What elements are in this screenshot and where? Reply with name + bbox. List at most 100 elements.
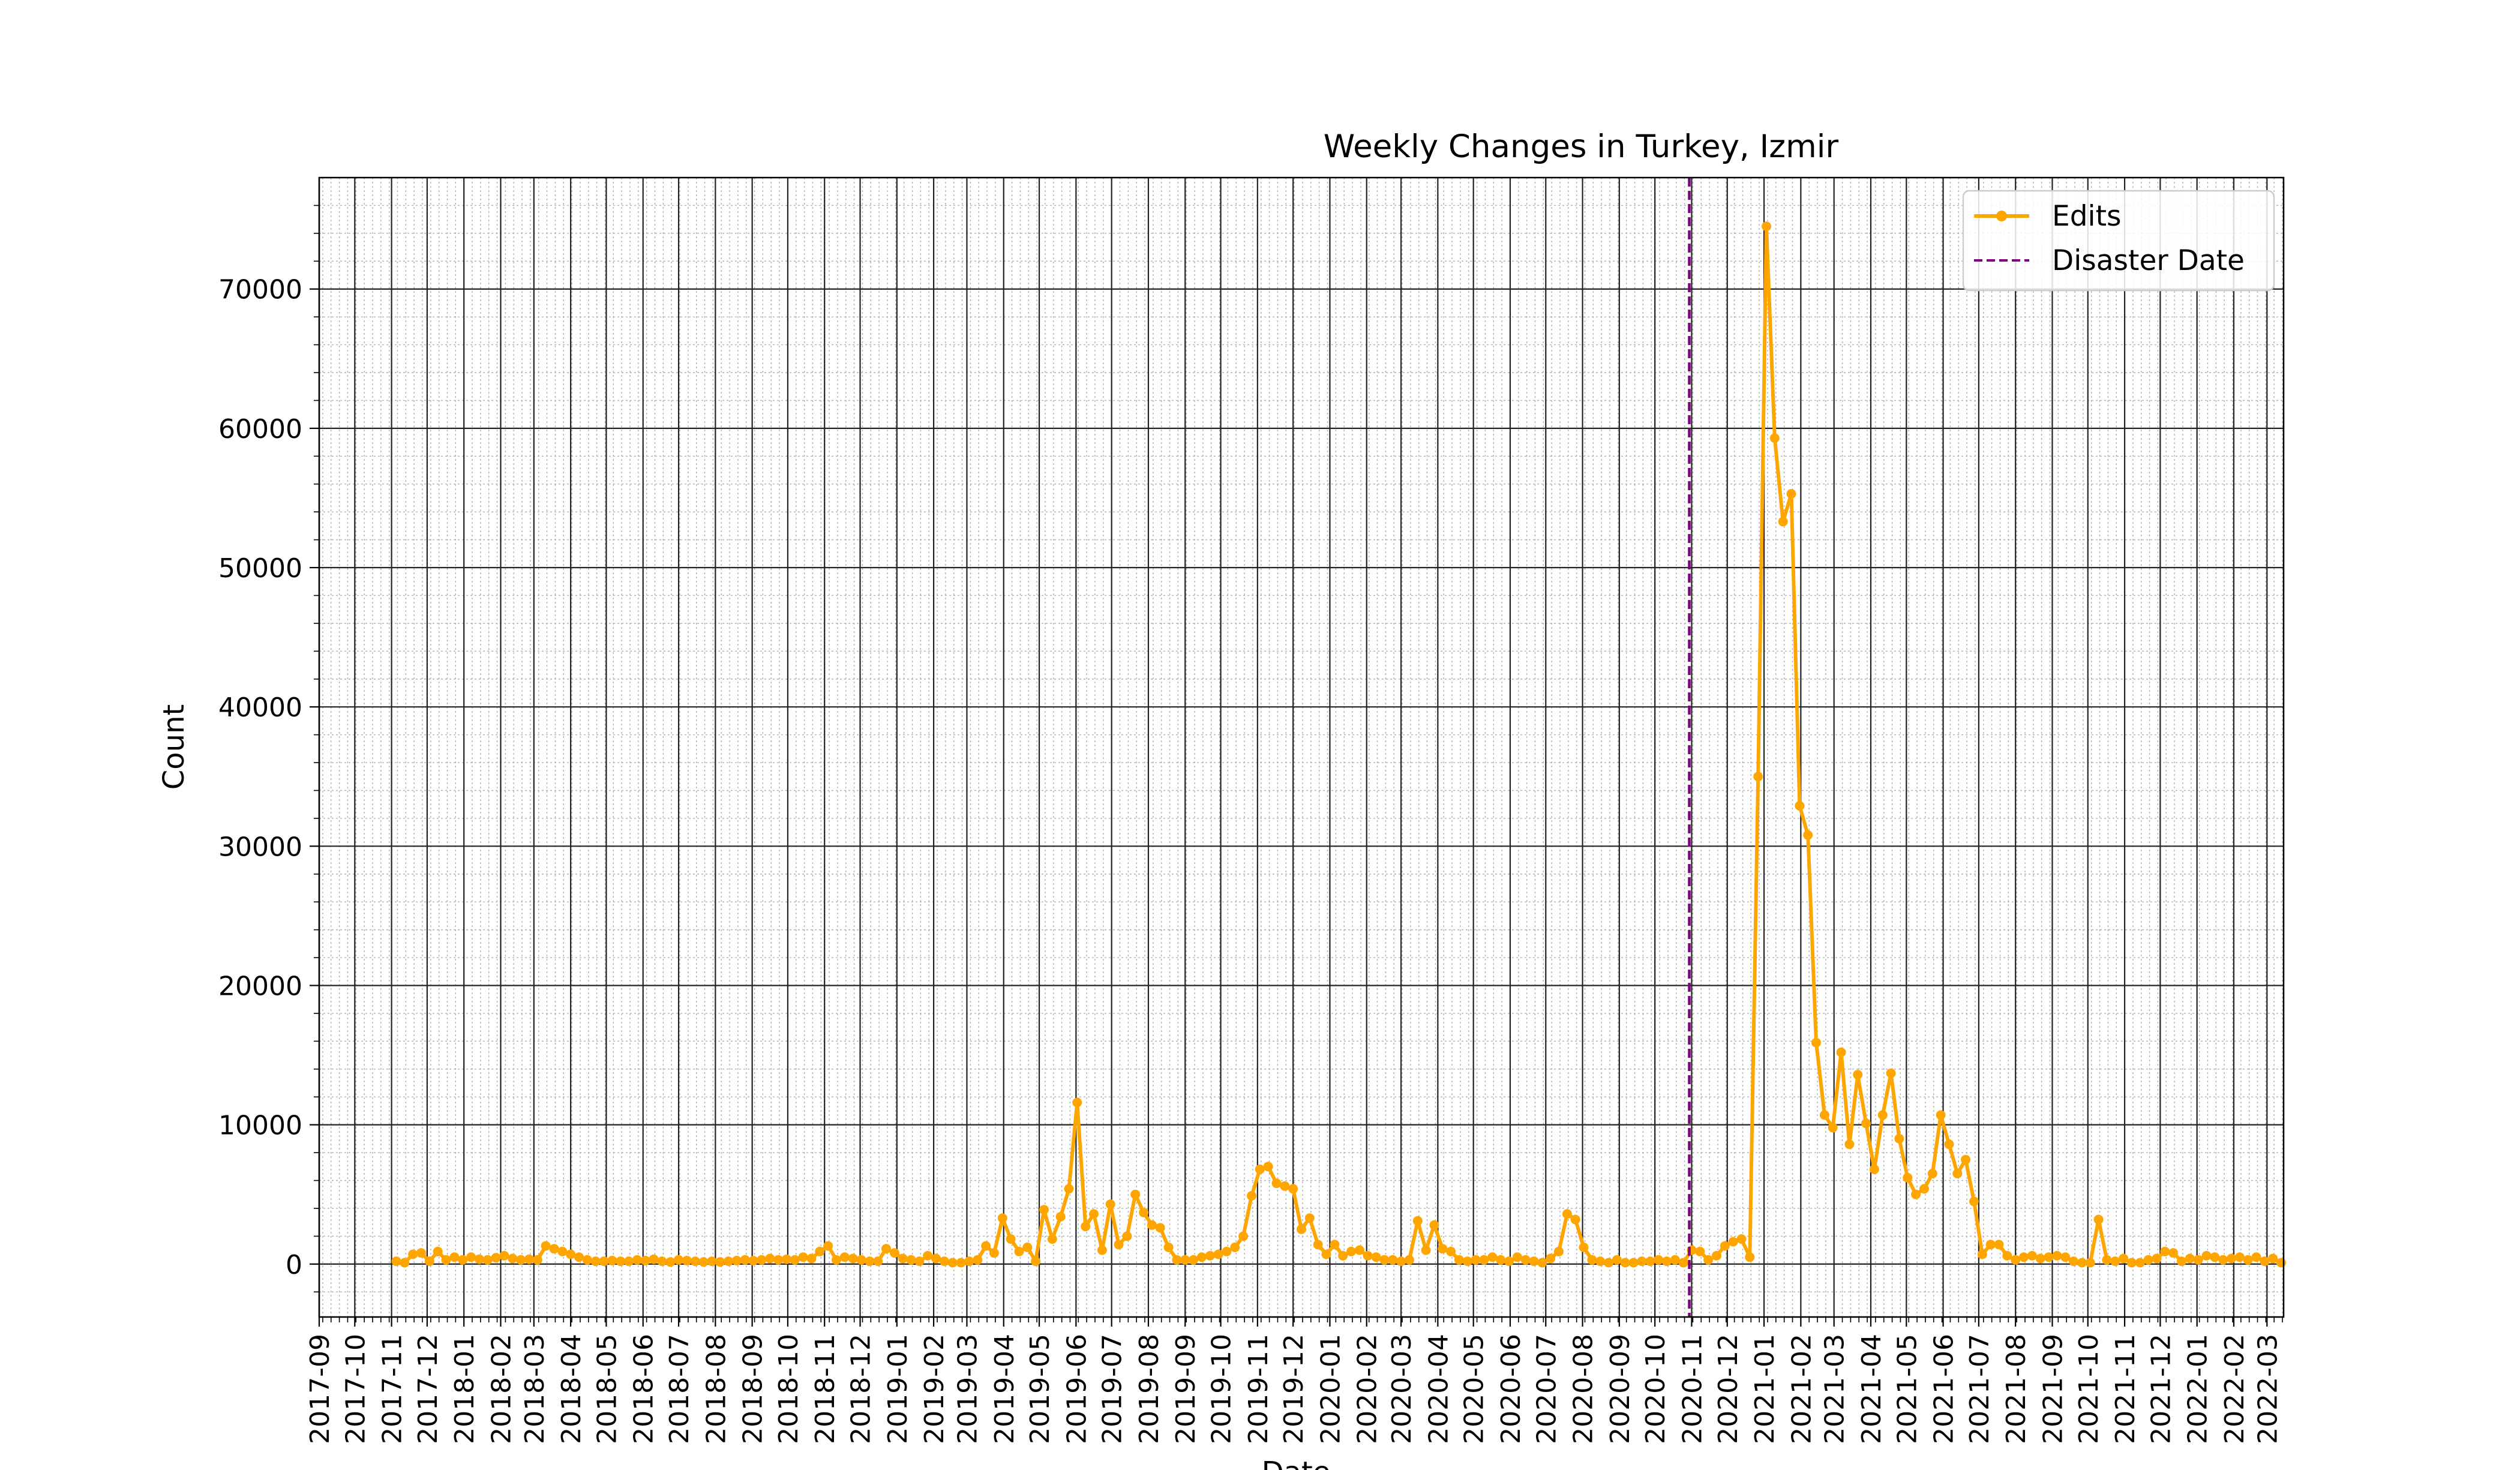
x-tick-label: 2021-08 <box>2001 1334 2032 1444</box>
edits-data-point <box>1869 1164 1879 1174</box>
edits-data-point <box>1438 1244 1448 1254</box>
x-tick-label: 2020-09 <box>1605 1334 1636 1444</box>
y-axis-title: Count <box>157 704 191 790</box>
edits-data-point <box>1338 1250 1348 1261</box>
edits-data-point <box>1230 1242 1240 1252</box>
edits-data-point <box>1454 1255 1464 1265</box>
x-tick-label: 2019-10 <box>1207 1334 1237 1444</box>
x-tick-label: 2018-11 <box>810 1334 841 1444</box>
edits-data-point <box>2218 1255 2228 1265</box>
y-tick-label: 30000 <box>218 832 302 862</box>
edits-data-point <box>1163 1242 1174 1252</box>
edits-data-point <box>1122 1231 1132 1241</box>
edits-data-point <box>748 1256 758 1265</box>
edits-data-point <box>1919 1184 1929 1194</box>
edits-data-point <box>832 1255 841 1265</box>
edits-data-point <box>2085 1258 2095 1268</box>
legend-edits-label: Edits <box>2052 200 2122 233</box>
x-tick-label: 2020-07 <box>1531 1334 1562 1444</box>
edits-data-point <box>2019 1252 2029 1262</box>
x-tick-label: 2020-01 <box>1315 1334 1346 1444</box>
x-tick-label: 2019-12 <box>1279 1334 1309 1444</box>
edits-data-point <box>1994 1240 2004 1250</box>
edits-data-point <box>947 1258 958 1268</box>
edits-data-point <box>2193 1255 2203 1265</box>
edits-data-point <box>740 1255 750 1265</box>
x-tick-label: 2021-07 <box>1964 1334 1995 1444</box>
edits-data-point <box>400 1258 410 1268</box>
edits-data-point <box>416 1248 426 1258</box>
legend-disaster-label: Disaster Date <box>2052 244 2245 277</box>
edits-data-point <box>549 1244 559 1254</box>
edits-data-point <box>458 1255 468 1265</box>
edits-data-point <box>1886 1068 1896 1078</box>
x-tick-label: 2021-02 <box>1786 1334 1817 1444</box>
edits-data-point <box>499 1250 509 1261</box>
edits-data-point <box>1172 1255 1182 1265</box>
edits-data-point <box>1189 1255 1199 1265</box>
edits-data-point <box>1745 1252 1755 1262</box>
x-tick-label: 2018-08 <box>701 1334 731 1444</box>
edits-data-point <box>433 1246 443 1256</box>
edits-data-point <box>1446 1246 1456 1256</box>
edits-data-point <box>889 1248 899 1258</box>
x-tick-label: 2019-08 <box>1134 1334 1165 1444</box>
edits-data-point <box>1471 1255 1481 1265</box>
edits-data-point <box>640 1256 650 1265</box>
x-tick-label: 2019-05 <box>1025 1334 1055 1444</box>
edits-data-point <box>765 1253 775 1264</box>
edits-data-point <box>1346 1246 1356 1256</box>
edits-data-point <box>674 1255 683 1265</box>
edits-data-point <box>1097 1245 1107 1255</box>
edits-data-point <box>690 1256 700 1267</box>
edits-data-point <box>1039 1205 1049 1215</box>
edits-data-point <box>1927 1168 1937 1178</box>
edits-data-point <box>1155 1223 1165 1233</box>
edits-data-point <box>2160 1246 2170 1256</box>
series-layer <box>391 221 2286 1268</box>
edits-data-point <box>906 1255 916 1265</box>
x-tick-label: 2020-12 <box>1713 1334 1744 1444</box>
edits-data-point <box>2011 1255 2021 1265</box>
edits-data-point <box>1985 1240 1996 1250</box>
edits-data-point <box>2268 1253 2278 1264</box>
edits-data-point <box>541 1241 551 1251</box>
edits-data-point <box>1404 1255 1414 1265</box>
edits-data-point <box>1512 1252 1522 1262</box>
edits-data-point <box>1081 1222 1091 1232</box>
edits-data-point <box>1105 1199 1115 1209</box>
edits-data-point <box>1055 1211 1066 1222</box>
x-tick-label: 2022-03 <box>2252 1334 2283 1444</box>
edits-data-point <box>1786 489 1796 499</box>
x-tick-label: 2018-06 <box>629 1334 659 1444</box>
edits-data-point <box>1661 1256 1672 1267</box>
edits-data-point <box>1520 1255 1531 1265</box>
edits-data-point <box>757 1255 767 1265</box>
edits-data-point <box>1969 1196 1979 1207</box>
edits-data-point <box>1139 1207 1149 1217</box>
edits-data-point <box>1579 1242 1589 1252</box>
edits-data-point <box>2093 1214 2104 1225</box>
x-tick-label: 2018-12 <box>846 1334 877 1444</box>
edits-data-point <box>665 1257 676 1267</box>
edits-data-point <box>1089 1209 1099 1219</box>
edits-data-point <box>2185 1253 2195 1264</box>
edits-data-point <box>1811 1037 1821 1048</box>
edits-data-point <box>1695 1246 1705 1256</box>
edits-data-point <box>474 1254 484 1264</box>
edits-data-point <box>449 1252 460 1262</box>
edits-data-point <box>2177 1256 2186 1267</box>
edits-data-point <box>2052 1250 2062 1261</box>
edits-data-point <box>1537 1258 1547 1268</box>
edits-data-point <box>2035 1253 2045 1264</box>
edits-data-point <box>557 1246 568 1256</box>
edits-data-point <box>1952 1168 1963 1178</box>
x-tick-label: 2017-11 <box>377 1334 408 1444</box>
x-tick-label: 2019-06 <box>1061 1334 1092 1444</box>
edits-data-point <box>798 1252 808 1262</box>
edits-data-point <box>1072 1097 1082 1108</box>
edits-data-point <box>881 1244 891 1254</box>
edits-data-point <box>1936 1110 1946 1120</box>
edits-data-point <box>1554 1246 1564 1256</box>
